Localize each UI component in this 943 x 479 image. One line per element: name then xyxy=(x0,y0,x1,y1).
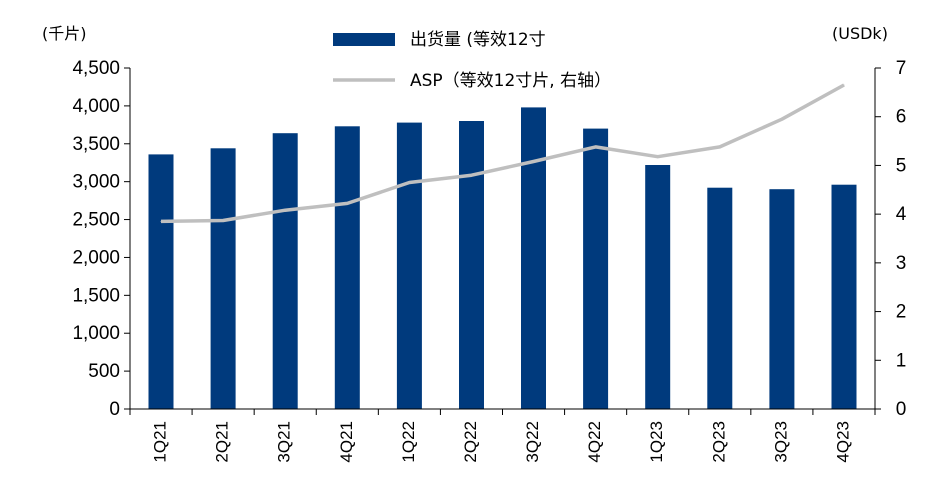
asp-point-4Q22 xyxy=(595,146,597,148)
left-tick-label: 4,000 xyxy=(72,96,120,117)
asp-point-3Q21 xyxy=(284,209,286,211)
right-tick-label: 6 xyxy=(896,107,907,128)
asp-point-1Q22 xyxy=(408,182,410,183)
left-tick-label: 3,500 xyxy=(72,134,120,155)
bar-series xyxy=(148,107,857,410)
left-tick-label: 1,500 xyxy=(72,285,120,306)
right-tick-label: 7 xyxy=(896,58,907,79)
axes: 0 500 1,000 1,500 2,000 2,500 3,000 3,500 4,000 4… xyxy=(72,58,906,463)
asp-point-3Q23 xyxy=(781,118,783,120)
legend-label-asp: ASP（等效12寸片, 右轴） xyxy=(410,71,611,91)
asp-point-2Q22 xyxy=(471,174,472,176)
bar-3Q23 xyxy=(769,189,795,409)
asp-point-2Q23 xyxy=(719,146,721,148)
left-axis-unit-label: (千片) xyxy=(42,24,87,43)
left-tick-label: 2,500 xyxy=(72,210,120,231)
line-series xyxy=(160,83,845,224)
x-tick-label: 1Q21 xyxy=(151,421,170,463)
right-tick-label: 0 xyxy=(896,399,907,420)
bar-2Q21 xyxy=(210,148,236,410)
asp-point-4Q23 xyxy=(843,84,845,86)
left-tick-label: 3,000 xyxy=(72,172,120,193)
right-tick-label: 1 xyxy=(896,350,907,371)
x-tick-label: 3Q22 xyxy=(523,421,542,463)
x-tick-label: 4Q23 xyxy=(833,421,852,463)
bar-4Q21 xyxy=(334,126,360,410)
bar-4Q22 xyxy=(583,128,609,409)
asp-point-1Q21 xyxy=(160,220,162,222)
asp-point-1Q23 xyxy=(657,156,659,158)
x-tick-label: 1Q23 xyxy=(647,421,666,463)
bar-1Q21 xyxy=(148,154,174,409)
bar-2Q23 xyxy=(707,187,733,409)
bar-3Q22 xyxy=(521,107,546,410)
x-tick-label: 2Q22 xyxy=(461,421,480,463)
right-tick-label: 2 xyxy=(896,302,907,323)
x-tick-label: 4Q22 xyxy=(585,421,604,463)
bar-3Q21 xyxy=(272,133,298,409)
left-tick-label: 1,000 xyxy=(72,323,120,344)
asp-point-3Q22 xyxy=(533,161,534,162)
x-tick-label: 1Q22 xyxy=(399,421,418,463)
x-tick-label: 4Q21 xyxy=(337,421,356,463)
right-tick-label: 4 xyxy=(896,204,907,225)
legend: 出货量 (等效12寸 ASP（等效12寸片, 右轴） xyxy=(333,30,611,91)
asp-line xyxy=(160,83,845,224)
asp-point-2Q21 xyxy=(222,220,224,221)
left-tick-label: 500 xyxy=(88,361,120,382)
bar-1Q23 xyxy=(645,165,671,409)
right-tick-label: 3 xyxy=(896,253,907,274)
legend-swatch-shipments xyxy=(333,33,395,46)
x-tick-label: 2Q23 xyxy=(709,421,728,463)
right-tick-label: 5 xyxy=(896,155,907,176)
legend-label-shipments: 出货量 (等效12寸 xyxy=(410,30,546,50)
right-axis-unit-label: (USDk) xyxy=(832,24,888,43)
asp-point-4Q21 xyxy=(346,202,348,204)
x-tick-label: 2Q21 xyxy=(213,421,232,463)
left-tick-label: 0 xyxy=(109,399,120,420)
bar-2Q22 xyxy=(459,121,484,409)
left-tick-label: 4,500 xyxy=(72,58,120,79)
bar-1Q22 xyxy=(396,122,422,409)
x-tick-label: 3Q23 xyxy=(771,421,790,463)
x-tick-label: 3Q21 xyxy=(275,421,294,463)
bar-4Q23 xyxy=(831,184,857,409)
left-tick-label: 2,000 xyxy=(72,247,120,268)
